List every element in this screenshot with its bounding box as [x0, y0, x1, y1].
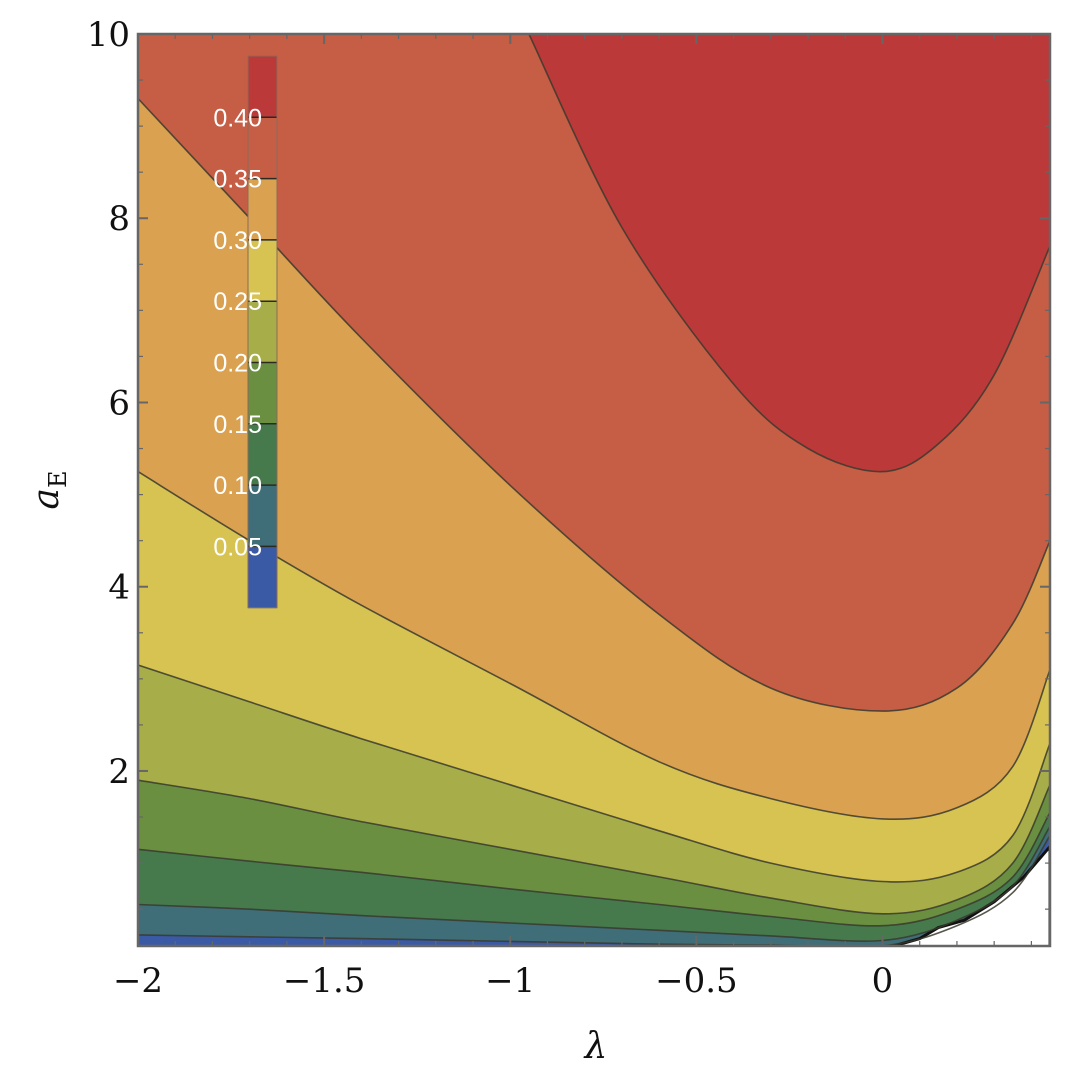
contour-line: [138, 470, 1050, 821]
y-tick-label: 10: [87, 15, 130, 55]
y-axis-title: a: [26, 488, 67, 509]
contour-line: [138, 97, 1050, 712]
contour-band: [528, 34, 1050, 472]
y-tick-labels: 2 4 6 8 10: [87, 15, 130, 792]
y-tick-label: 2: [108, 752, 130, 792]
colorbar-swatch: [248, 485, 277, 547]
x-tick-label: −1.5: [283, 961, 366, 1001]
colorbar-swatch: [248, 301, 277, 363]
colorbar-label: 0.15: [213, 411, 262, 439]
colorbar-swatch: [248, 362, 277, 425]
tick-marks: [137, 33, 1050, 946]
colorbar-label: 0.35: [213, 166, 262, 194]
contour-line: [138, 825, 1050, 942]
colorbar-legend: 0.05 0.10 0.15 0.20 0.25 0.30 0.35 0.40: [213, 55, 278, 609]
contour-line: [138, 835, 1050, 946]
y-tick-label: 6: [108, 383, 130, 423]
contour-line: [138, 664, 1050, 883]
plot-frame: [136, 32, 1052, 948]
svg-text:aE: aE: [26, 471, 72, 510]
colorbar-label: 0.20: [213, 350, 262, 378]
y-tick-label: 4: [108, 568, 130, 608]
colorbar-label: 0.25: [213, 288, 262, 316]
y-axis-title-subscript: E: [44, 471, 72, 489]
x-tick-label: −0.5: [655, 961, 738, 1001]
plot-area: [138, 34, 1050, 946]
x-tick-label: 0: [872, 961, 894, 1001]
undefined-region: [892, 844, 1050, 946]
colorbar-frame: [247, 55, 278, 609]
colorbar-swatch: [248, 117, 277, 180]
colorbar-swatch: [248, 178, 277, 241]
contour-line: [528, 34, 1050, 473]
x-tick-label: −2: [113, 961, 163, 1001]
x-tick-labels: −2 −1.5 −1 −0.5 0: [113, 961, 893, 1001]
contour-line: [138, 812, 1050, 927]
colorbar-label: 0.05: [213, 533, 262, 561]
colorbar-label: 0.40: [213, 104, 262, 132]
colorbar-swatch: [248, 56, 277, 118]
colorbar-swatch: [248, 239, 277, 302]
colorbar-label: 0.30: [213, 227, 262, 255]
contour-line: [138, 779, 1050, 915]
colorbar-label: 0.10: [213, 472, 262, 500]
x-axis-title: λ: [583, 1026, 608, 1067]
x-tick-label: −1: [485, 961, 535, 1001]
y-tick-label: 8: [108, 199, 130, 239]
colorbar-swatch: [248, 546, 277, 609]
colorbar-swatch: [248, 423, 277, 486]
y-axis-title-group: aE: [26, 471, 72, 510]
